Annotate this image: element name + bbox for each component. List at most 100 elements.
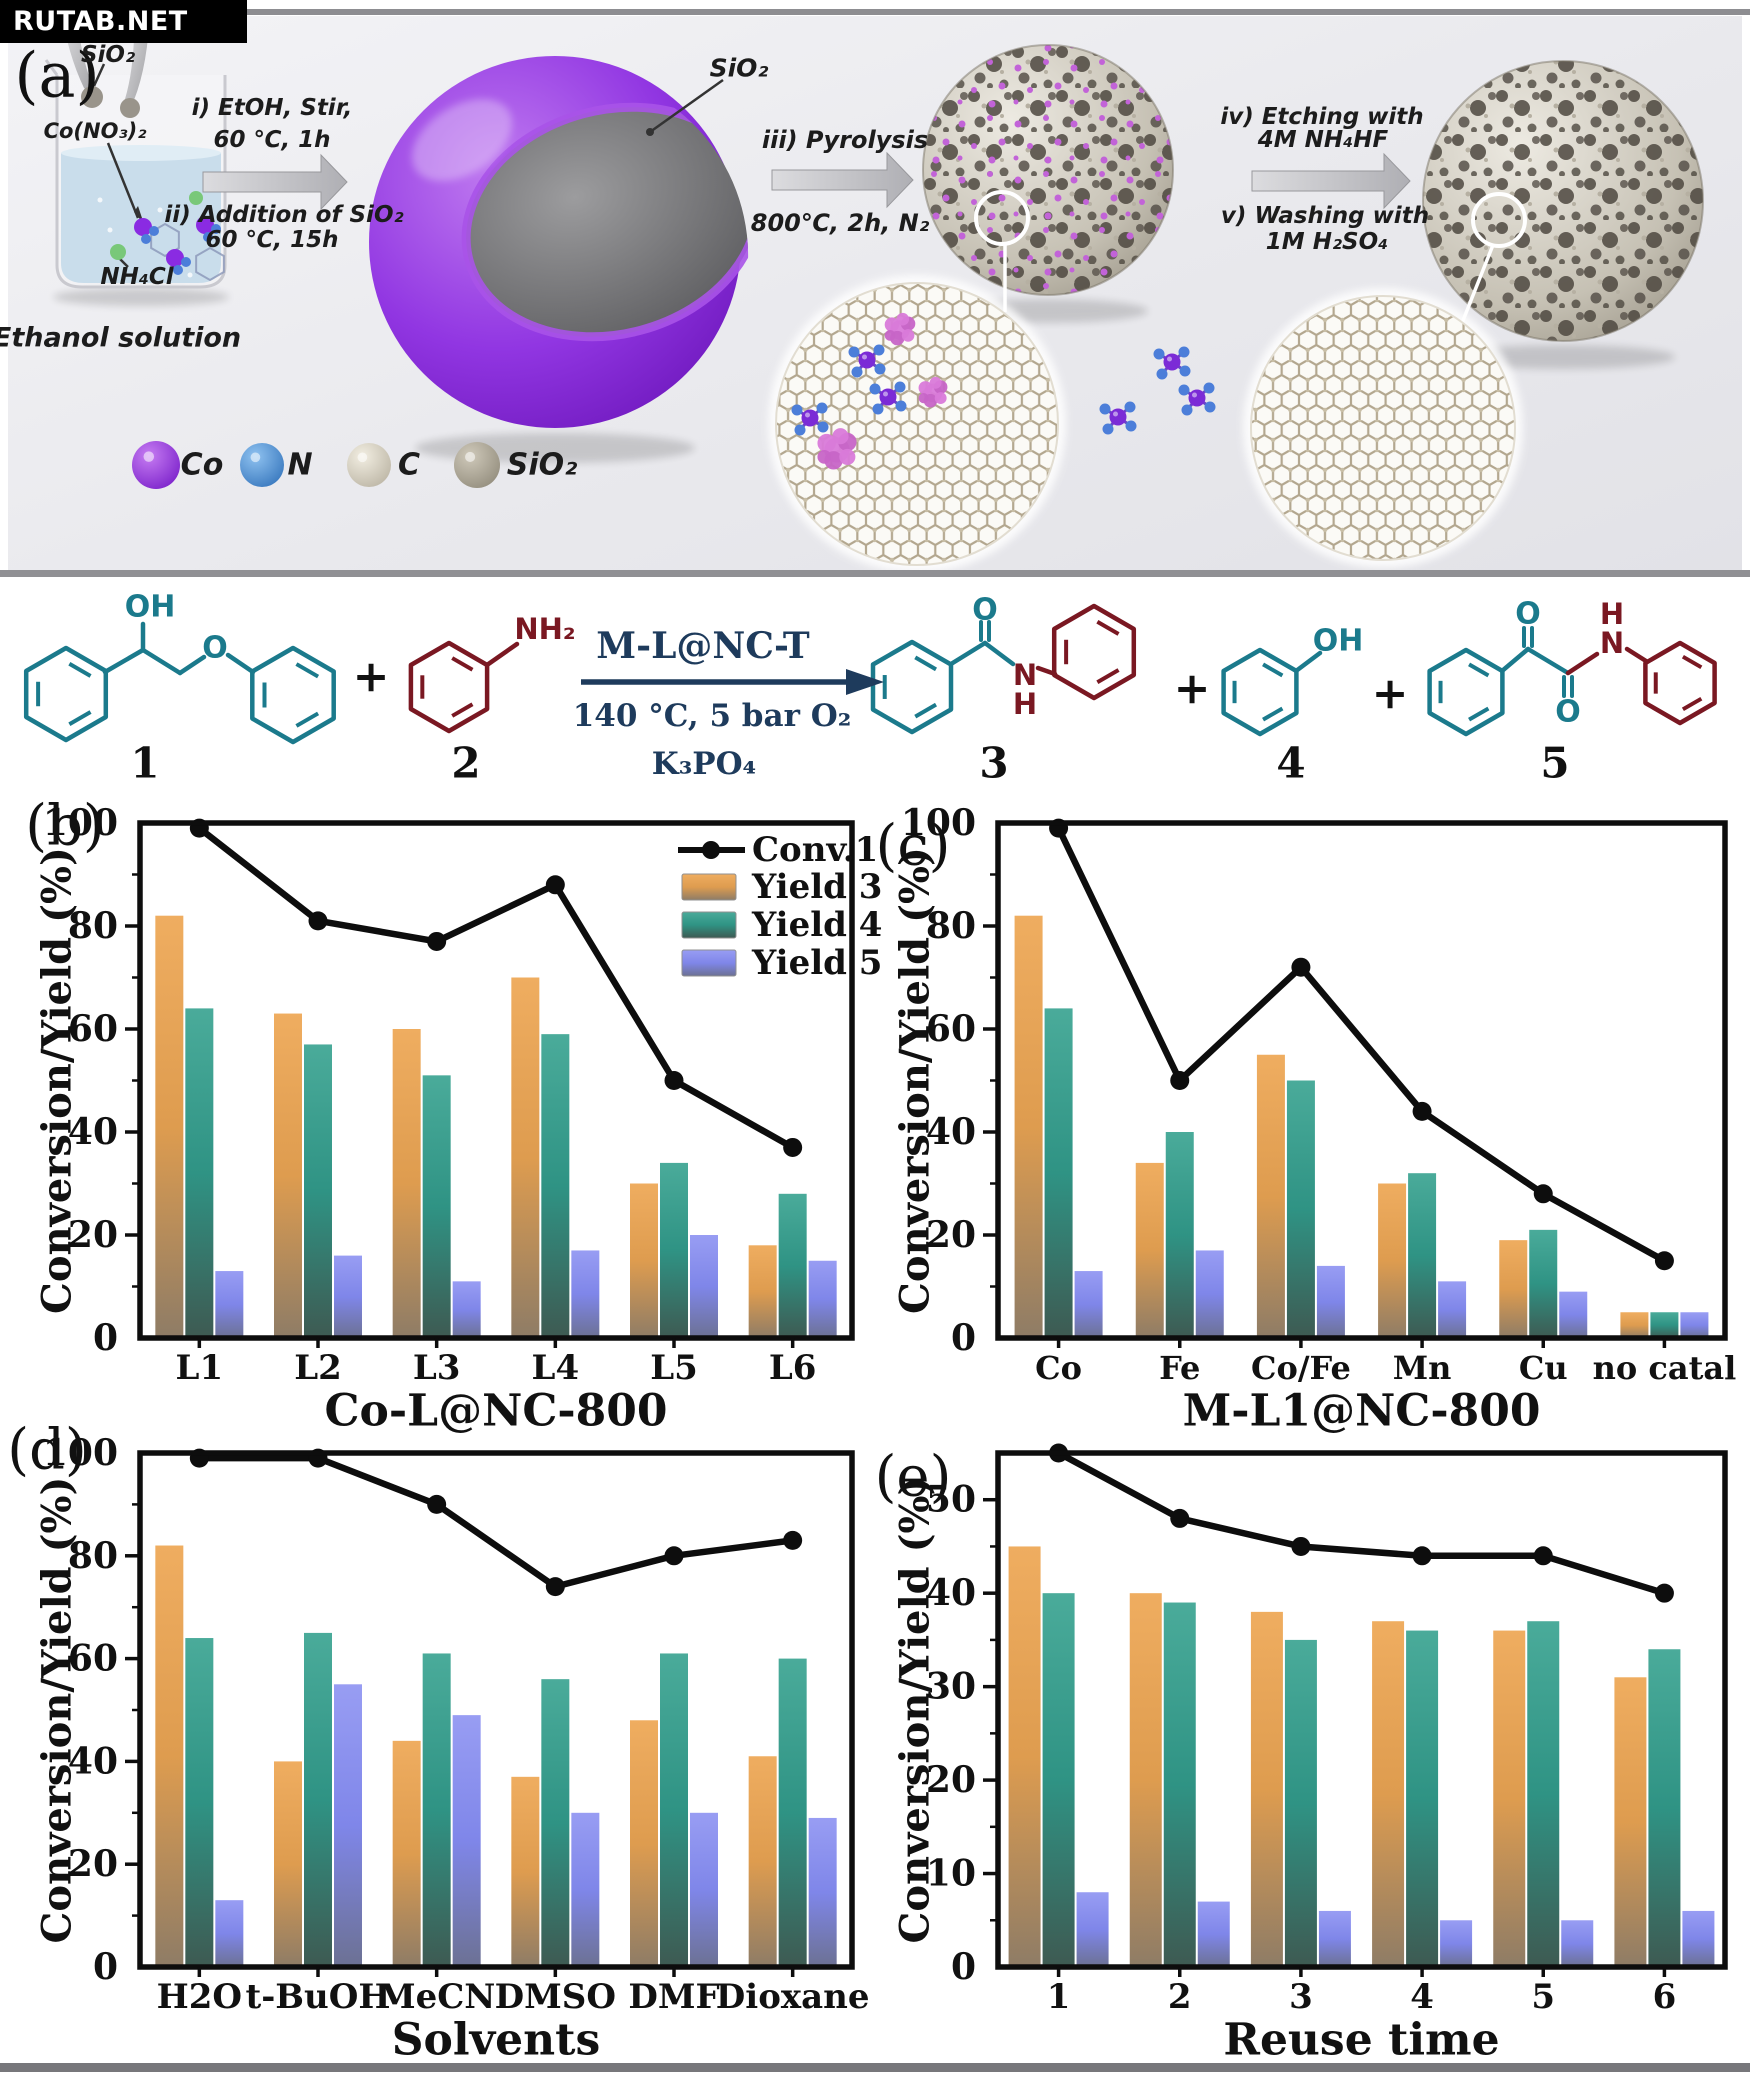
bar-3	[1284, 1639, 1317, 1967]
n-atom	[141, 234, 151, 244]
n-atom	[1124, 401, 1136, 413]
step1-line2: 60 ℃, 1h	[213, 127, 331, 153]
x-category-label: DMSO	[495, 1977, 616, 2017]
conv-line	[1049, 1443, 1674, 1603]
cl-ion	[189, 191, 203, 205]
beaker-glass	[55, 75, 227, 289]
graphene-lattice	[1251, 296, 1515, 560]
atom-label-o-ether: O	[202, 630, 228, 666]
co-nanoparticle	[918, 393, 929, 404]
conv-point	[1291, 1536, 1311, 1556]
chart-e: 0 10 20 30 40 50 1 2 3 4 5 6 Reuse time Conversion/Yi…	[892, 1443, 1728, 2066]
bar-series-5	[1076, 1892, 1715, 1967]
bar-Mn	[1438, 1281, 1467, 1338]
plus-sign-1: +	[352, 651, 390, 703]
sphere-shadow	[1451, 345, 1675, 369]
bar-L3	[392, 1029, 421, 1338]
x-category-label: 3	[1289, 1977, 1313, 2017]
legend-a-label-sio2: SiO₂	[506, 447, 578, 483]
bar-3	[1318, 1910, 1351, 1967]
panel-letter-a: (a)	[14, 38, 100, 112]
y-ticks: 0 20 40 60 80 100	[43, 802, 140, 1359]
top-divider	[0, 9, 1750, 15]
bar-6	[1682, 1910, 1715, 1967]
x-category-label: L2	[294, 1348, 342, 1388]
bar-H2O	[155, 1545, 184, 1967]
bar-5	[1493, 1630, 1526, 1967]
x-category-label: 2	[1168, 1977, 1192, 2017]
n-atom	[873, 344, 885, 356]
y-tick-label: 20	[68, 1843, 118, 1885]
legend-label: Conv.1	[752, 830, 878, 870]
n-atom	[181, 257, 191, 267]
pyrolyzed-sphere	[922, 44, 1174, 323]
graphene-edge	[1250, 295, 1516, 561]
bar-L4	[571, 1250, 600, 1338]
bar-6	[1648, 1649, 1681, 1967]
compound-1-number: 1	[130, 738, 160, 788]
conditions-label: 140 °C, 5 bar O₂	[572, 698, 852, 734]
co-nanoparticle	[896, 312, 909, 326]
bar-4	[1372, 1621, 1405, 1967]
x-category-label: 4	[1410, 1977, 1434, 2017]
graphene-zoom-1	[768, 275, 1066, 573]
core-label-leader	[649, 78, 724, 134]
inner-double-bond	[1681, 654, 1703, 670]
cosalt-leader	[106, 142, 140, 219]
step1-line1: i) EtOH, Stir,	[191, 95, 353, 121]
axes-box	[995, 820, 1728, 1341]
block-arrow	[202, 153, 348, 211]
bar-Co	[1074, 1271, 1103, 1338]
sio2-leader	[92, 63, 106, 87]
y-tick-label: 40	[68, 1740, 118, 1782]
cobalt-dots	[923, 45, 1173, 295]
co-atom	[879, 388, 897, 406]
bar-DMSO	[541, 1679, 570, 1967]
bar-L4	[541, 1034, 570, 1338]
co-atom	[1188, 389, 1206, 407]
bond	[484, 641, 520, 668]
compound-3-number: 3	[979, 738, 1009, 788]
legend-label: Yield 5	[751, 943, 882, 983]
conv-point	[664, 1071, 684, 1090]
n-atom	[872, 403, 884, 415]
bar-t-BuOH	[274, 1761, 302, 1967]
beaker-illustration	[44, 6, 229, 306]
panel-a-legend	[132, 441, 500, 489]
benzene-ring	[408, 640, 490, 734]
plus-sign-3: +	[1371, 668, 1409, 720]
conv-point	[1412, 1546, 1432, 1566]
co-nanoparticle	[884, 317, 900, 332]
co-nanoparticle	[839, 448, 856, 465]
bond	[1499, 646, 1531, 674]
x-category-label: MeCN	[378, 1977, 495, 2017]
pore-texture	[1423, 61, 1703, 341]
y-tick-label: 80	[68, 905, 118, 947]
y-tick-label: 30	[926, 1666, 976, 1708]
bar-DMSO	[571, 1812, 600, 1967]
y-ticks: 0 10 20 30 40 50	[926, 1479, 998, 1988]
inner-double-bond	[295, 662, 320, 679]
step5-line1: v) Washing with	[1220, 203, 1430, 229]
co-highlight	[862, 354, 867, 360]
conv-point	[1412, 1101, 1432, 1121]
x-category-label: L6	[769, 1348, 817, 1388]
y-tick-label: 0	[93, 1317, 118, 1359]
atom-label-n5: N	[1599, 626, 1625, 660]
y-tick-label: 0	[93, 1946, 118, 1988]
n-atom	[149, 226, 159, 236]
y-axis-title: Conversion/Yield (%)	[34, 1477, 81, 1944]
n-atom	[1204, 401, 1216, 413]
n-atom	[851, 366, 863, 378]
process-arrow-2	[771, 151, 914, 209]
co-ion	[196, 216, 214, 234]
bond	[1293, 650, 1323, 674]
graphene-edge	[775, 282, 1059, 566]
atom-label-oh4: OH	[1312, 623, 1364, 659]
legend-line-marker	[702, 841, 720, 859]
bar-L2	[304, 1044, 332, 1338]
step3-line2: 800℃, 2h, N₂	[750, 209, 930, 237]
x-category-label: 5	[1531, 1977, 1555, 2017]
reaction-arrow-head	[846, 669, 884, 695]
